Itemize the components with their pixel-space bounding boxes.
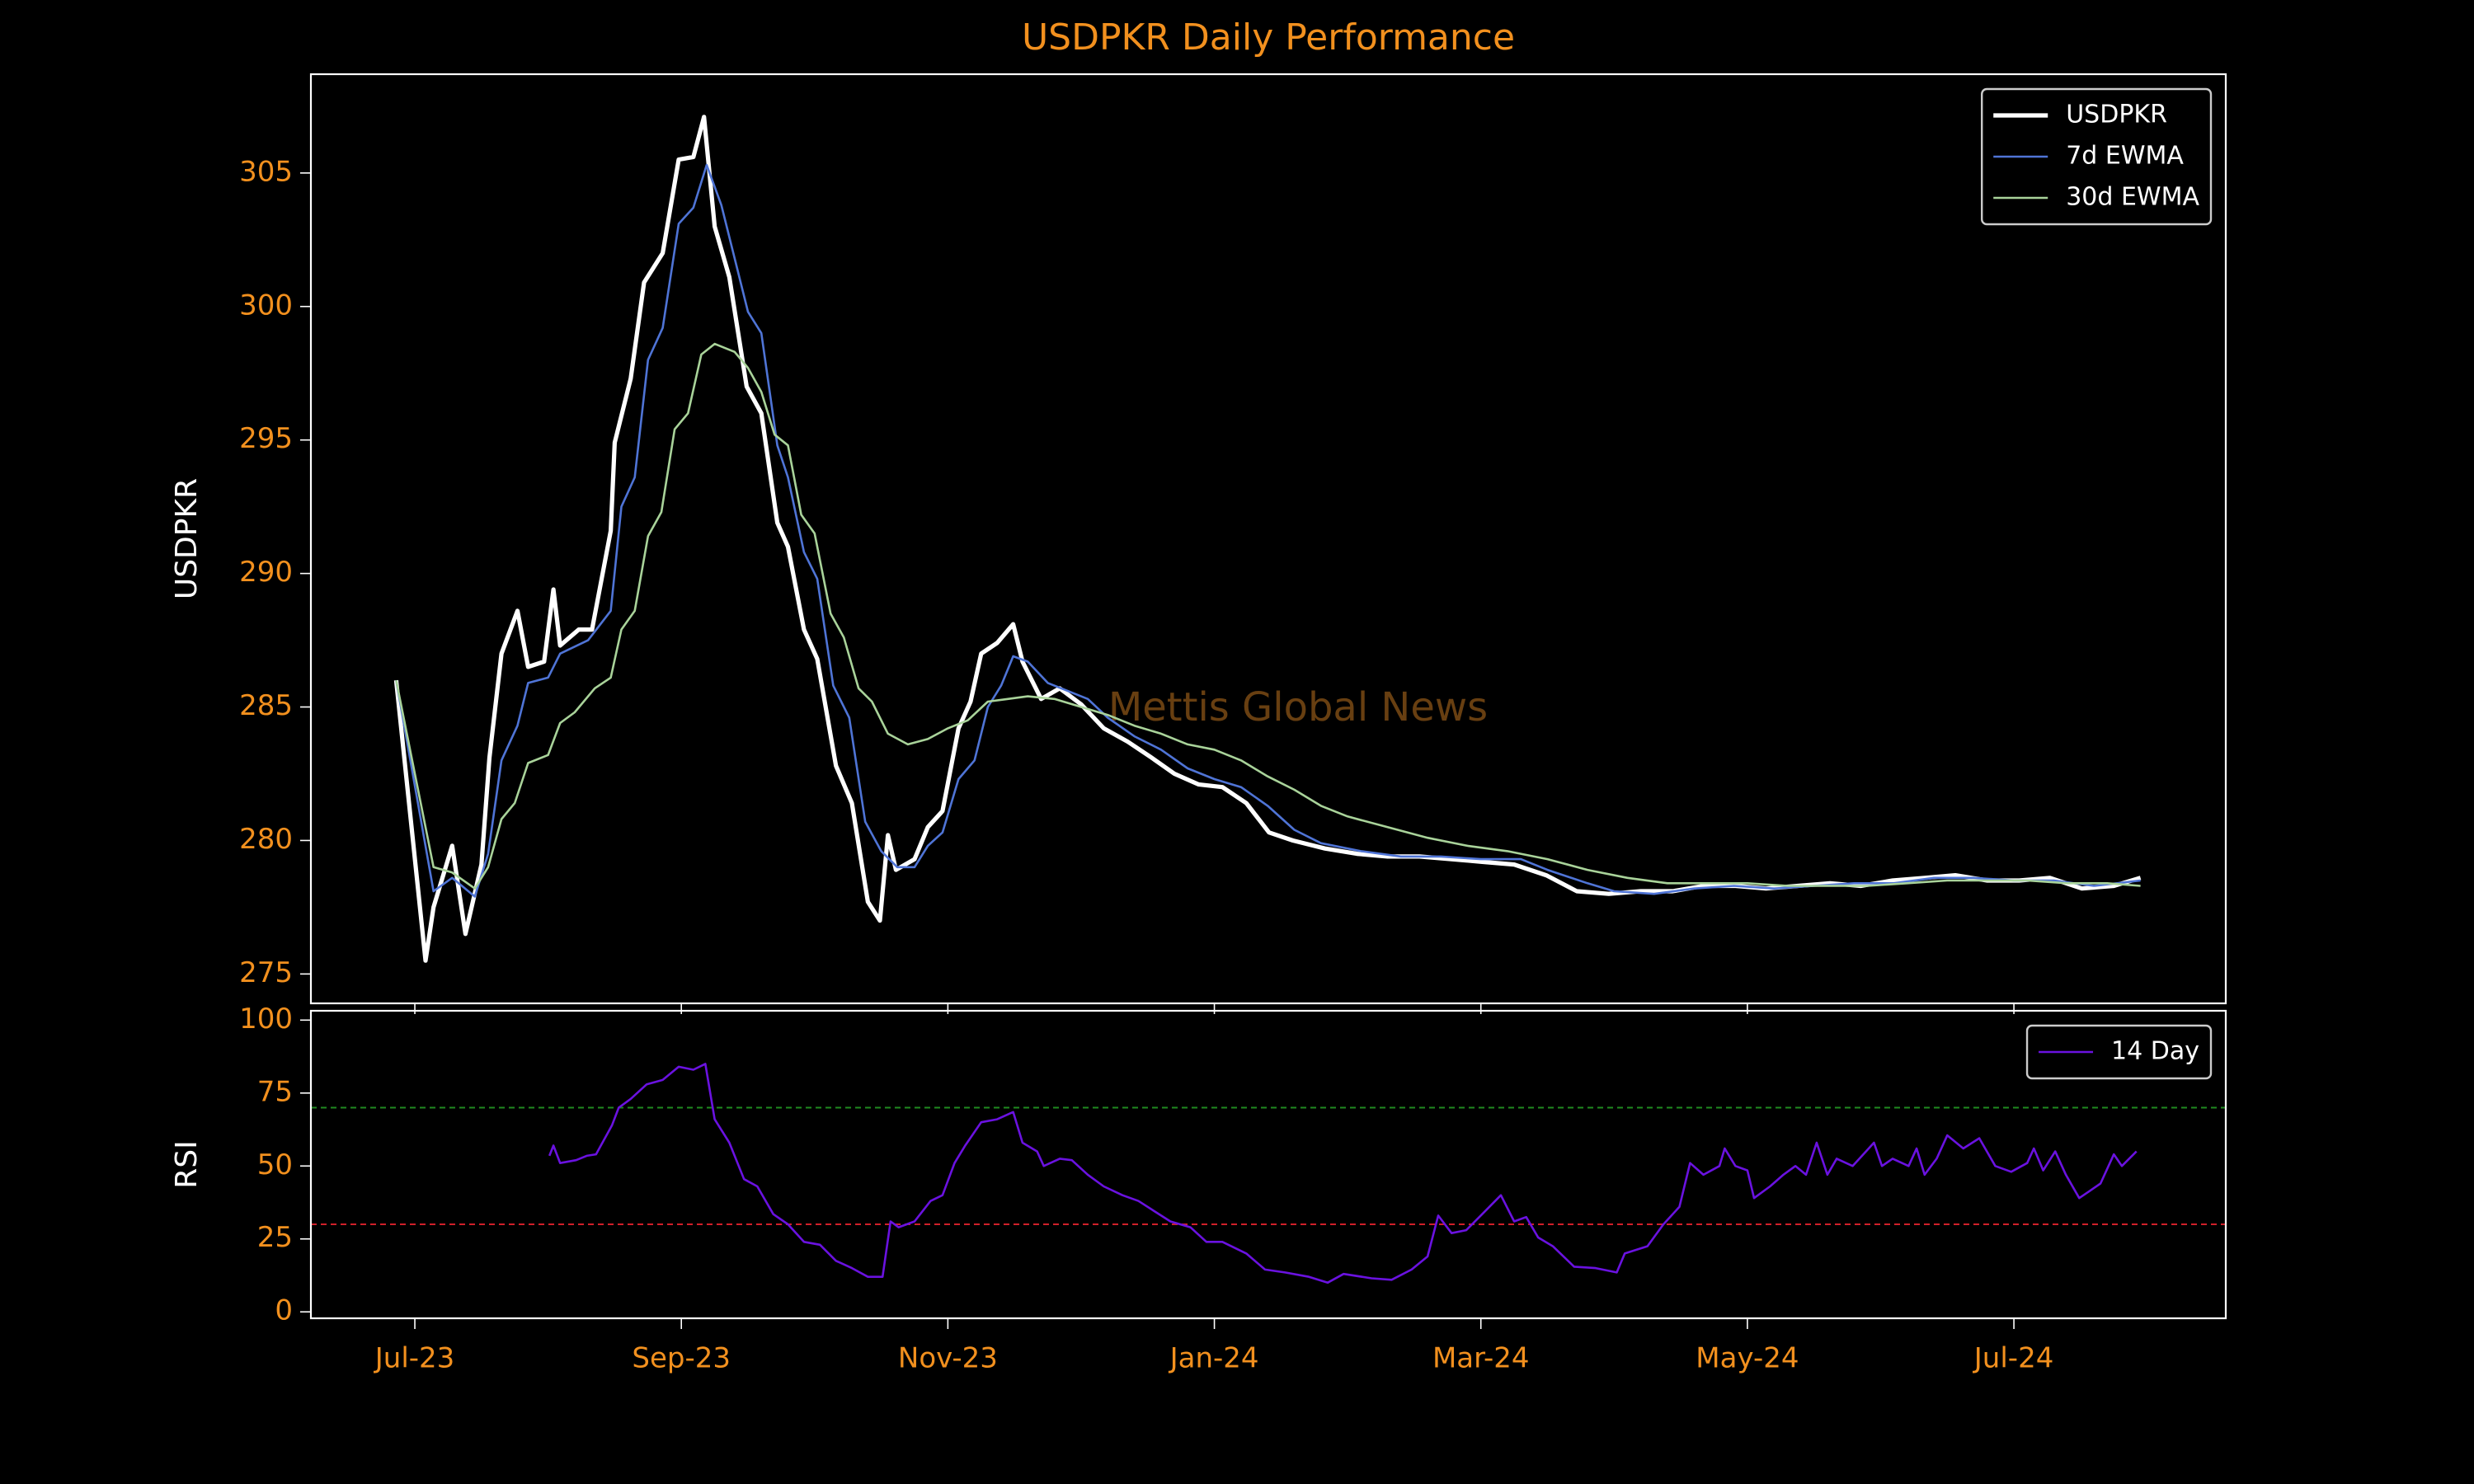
y-tick-label: 25 <box>257 1221 293 1254</box>
y-tick-label: 0 <box>275 1294 293 1327</box>
y-tick-label: 100 <box>239 1003 293 1036</box>
x-tick-label: Jan-24 <box>1169 1342 1259 1375</box>
legend: USDPKR 7d EWMA 30d EWMA <box>1981 87 2213 226</box>
legend-box <box>1981 87 2213 226</box>
y-tick-label: 50 <box>257 1148 293 1181</box>
series-line <box>393 115 2142 963</box>
y-axis-label: USDPKR <box>170 478 204 599</box>
plot-area <box>311 1063 2226 1284</box>
y-axis-label: RSI <box>170 1140 204 1188</box>
x-tick-label: Mar-24 <box>1432 1342 1530 1375</box>
axes-frame <box>309 73 2227 1005</box>
y-tick-label: 280 <box>239 823 293 856</box>
legend-label: 30d EWMA <box>2066 183 2199 212</box>
series-line <box>395 163 2141 898</box>
series-line <box>395 342 2141 890</box>
x-tick-label: May-24 <box>1696 1342 1799 1375</box>
x-tick-label: Jul-24 <box>1973 1342 2054 1375</box>
x-tick-label: Nov-23 <box>898 1342 998 1375</box>
axes-frame <box>309 1009 2227 1320</box>
plot-area <box>393 115 2142 963</box>
y-tick-label: 300 <box>239 289 293 322</box>
x-tick-label: Jul-23 <box>374 1342 455 1375</box>
legend: 14 Day <box>2025 1024 2213 1080</box>
legend-label: 7d EWMA <box>2066 142 2184 171</box>
y-tick-label: 285 <box>239 689 293 722</box>
y-tick-label: 275 <box>239 956 293 989</box>
watermark: Mettis Global News <box>1108 684 1488 730</box>
series-line <box>548 1063 2138 1284</box>
y-tick-label: 75 <box>257 1075 293 1108</box>
legend-label: USDPKR <box>2066 101 2167 129</box>
chart-title: USDPKR Daily Performance <box>1022 16 1515 59</box>
y-tick-label: 290 <box>239 556 293 589</box>
legend-box <box>2025 1024 2213 1080</box>
y-tick-label: 305 <box>239 155 293 188</box>
x-tick-label: Sep-23 <box>632 1342 731 1375</box>
y-tick-label: 295 <box>239 422 293 455</box>
legend-label: 14 Day <box>2111 1037 2199 1066</box>
